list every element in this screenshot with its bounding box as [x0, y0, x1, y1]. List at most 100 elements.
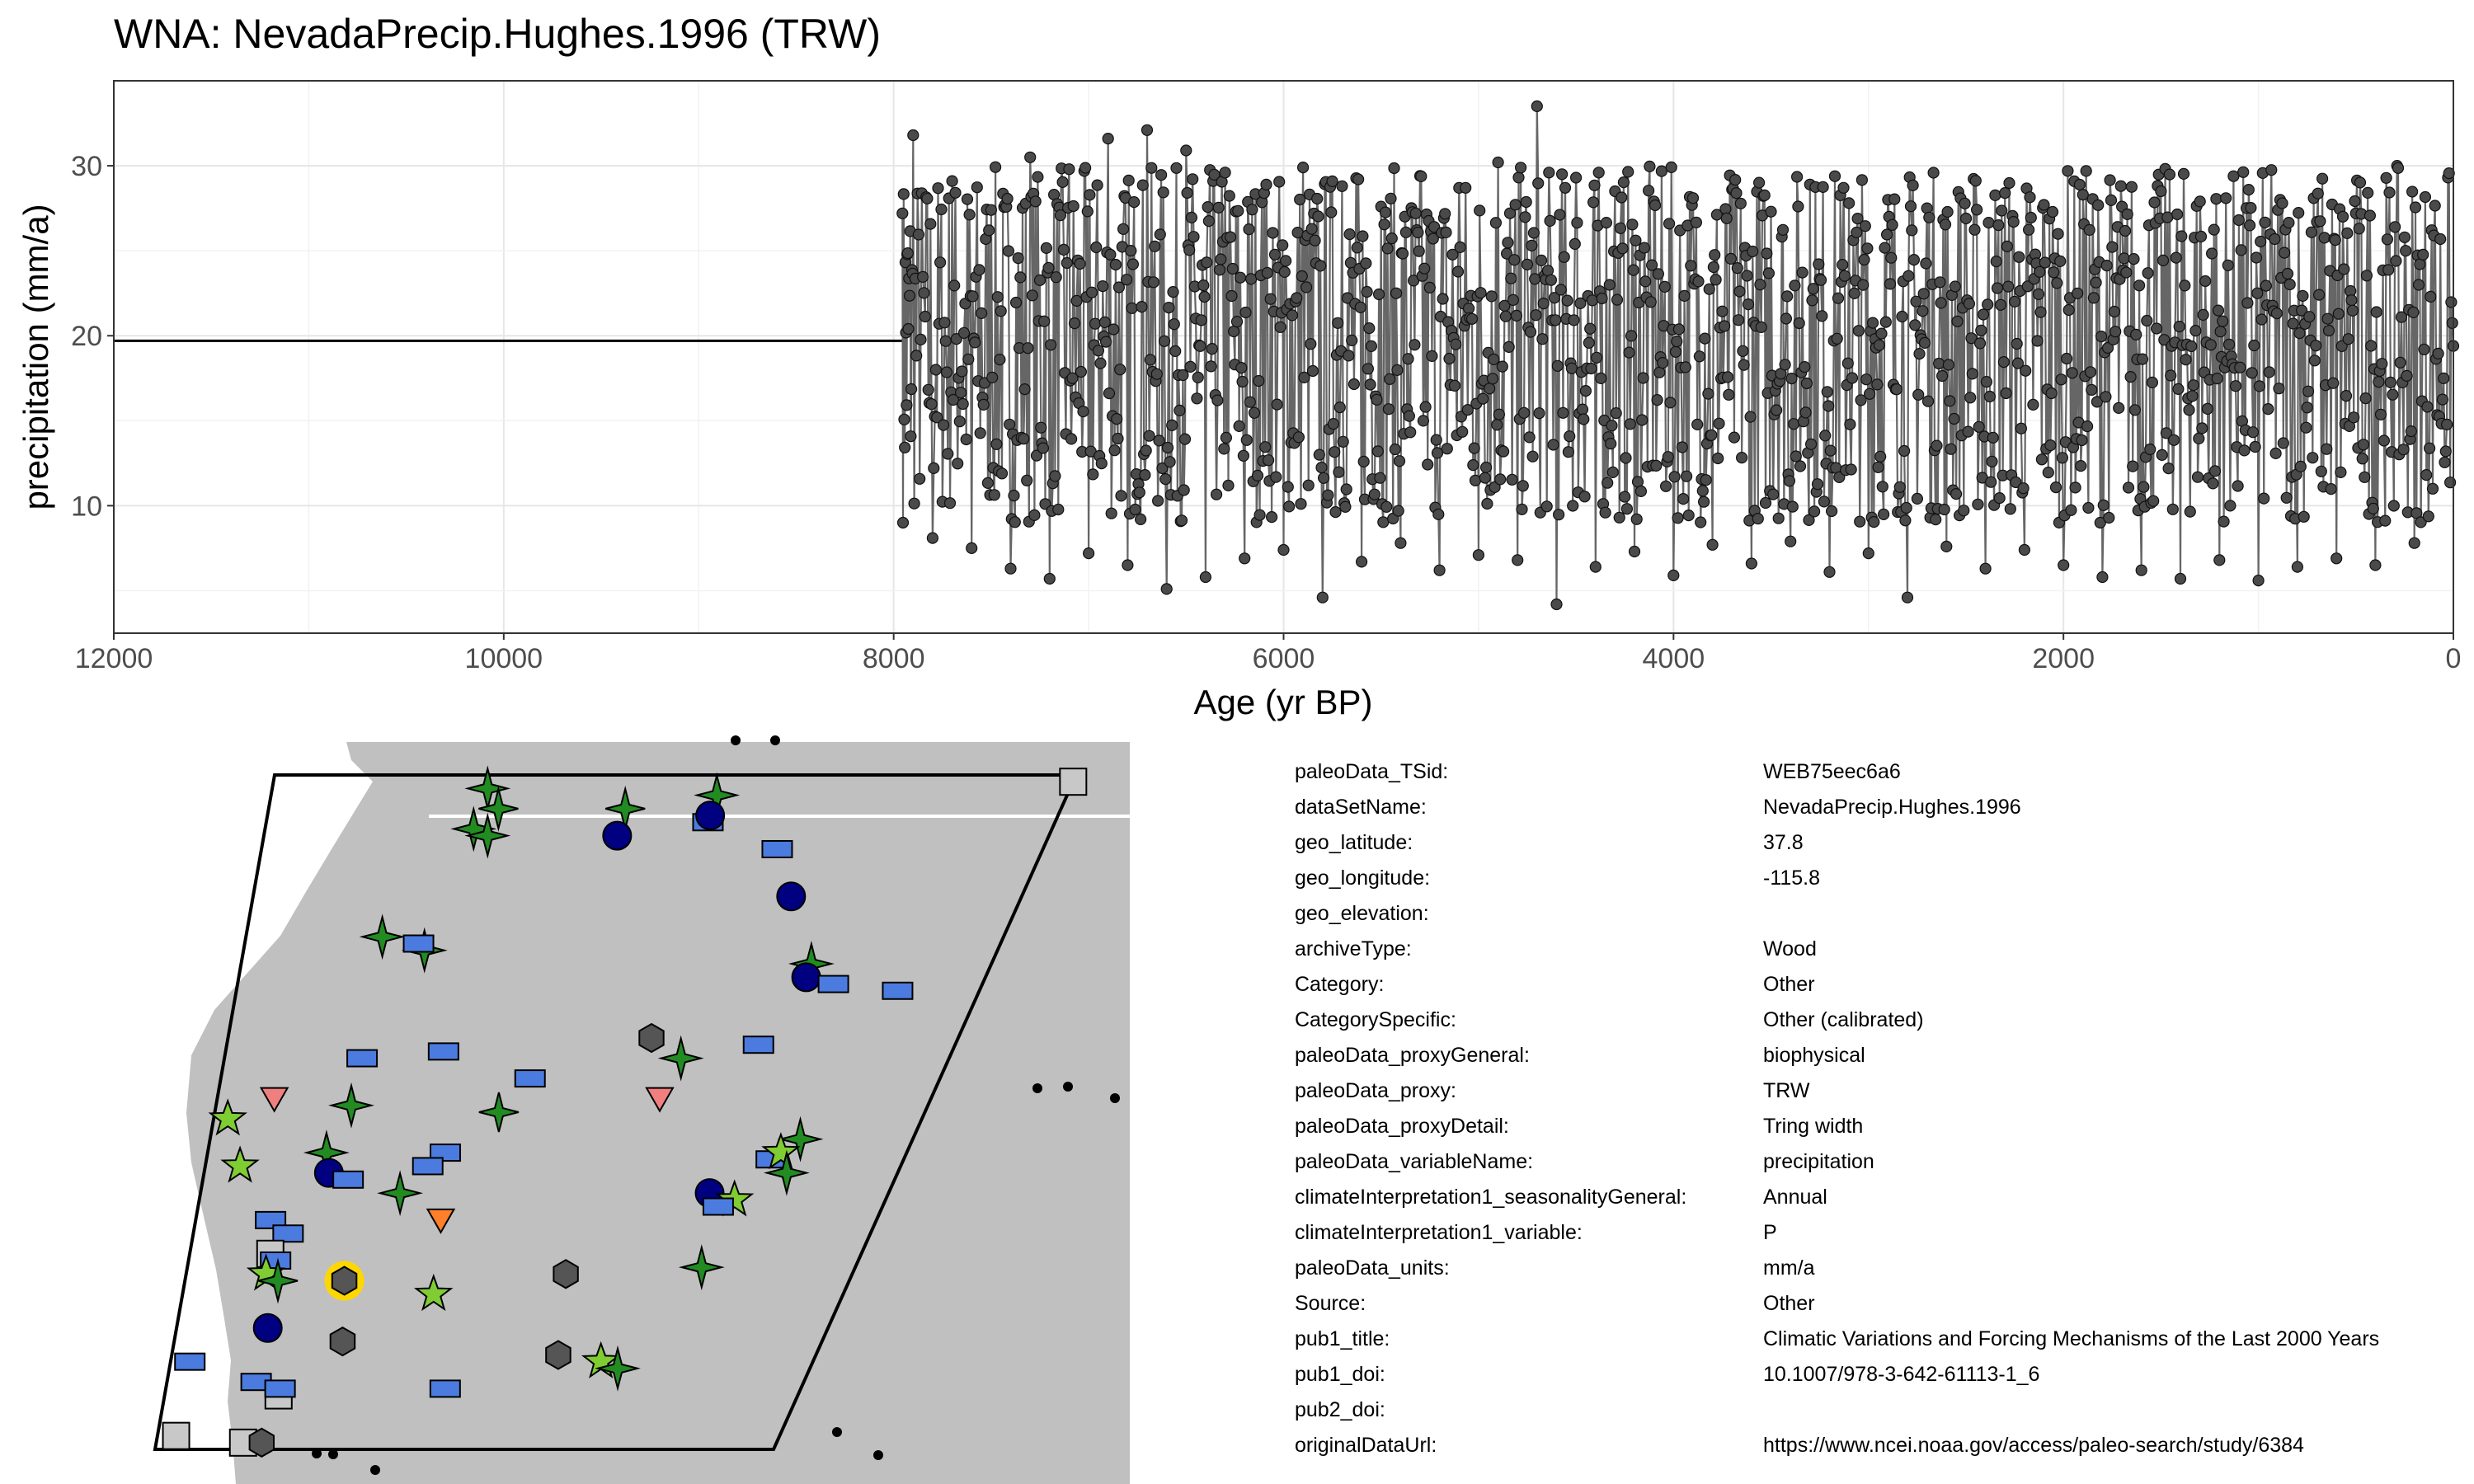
data-point	[1479, 461, 1493, 474]
data-point	[2310, 340, 2322, 352]
data-point	[1737, 345, 1749, 357]
data-point	[2389, 221, 2401, 233]
data-point	[1018, 433, 1030, 445]
data-point	[1439, 208, 1451, 220]
data-point	[1104, 248, 1117, 261]
data-point	[1569, 171, 1583, 184]
data-point	[1002, 245, 1015, 257]
data-point	[1136, 179, 1149, 191]
data-point	[1734, 197, 1747, 209]
data-point	[1949, 280, 1961, 293]
site-marker-star4	[450, 805, 497, 852]
data-point	[1396, 247, 1409, 260]
data-point	[1672, 512, 1684, 524]
data-point	[2114, 180, 2127, 192]
data-point	[1927, 167, 1940, 179]
site-marker-hexagon	[545, 1340, 571, 1370]
data-point	[1437, 293, 1449, 305]
data-point	[1491, 419, 1503, 431]
data-point	[1120, 274, 1133, 286]
data-point	[1993, 491, 2006, 505]
data-point	[1890, 383, 1903, 396]
data-point	[1234, 271, 1247, 284]
data-point	[1934, 276, 1946, 289]
data-point	[2374, 408, 2387, 420]
data-point	[1614, 222, 1627, 234]
x-tick-label: 0	[2446, 643, 2462, 674]
chart-title: WNA: NevadaPrecip.Hughes.1996 (TRW)	[114, 11, 881, 57]
data-point	[1627, 264, 1639, 276]
data-point	[1765, 205, 1777, 218]
data-point	[1639, 275, 1652, 288]
site-marker-rect	[427, 1042, 459, 1061]
data-point	[2313, 289, 2326, 301]
data-point	[1975, 324, 1987, 336]
metadata-key: paleoData_proxyGeneral:	[1295, 1044, 1530, 1067]
data-point	[2018, 543, 2030, 556]
data-point	[1652, 268, 1665, 280]
site-marker-star5	[208, 1098, 247, 1136]
data-point	[1206, 343, 1218, 355]
data-point	[1377, 516, 1390, 528]
data-point	[2204, 339, 2217, 351]
data-point	[1081, 205, 1094, 218]
data-point	[1824, 444, 1837, 457]
x-tick-label: 8000	[863, 643, 925, 674]
metadata-key: dataSetName:	[1295, 796, 1427, 819]
data-point	[1982, 298, 1994, 311]
data-point	[1427, 221, 1441, 233]
data-point	[1505, 272, 1517, 284]
data-point	[1530, 309, 1542, 322]
data-point	[1686, 192, 1700, 204]
data-point	[1664, 397, 1677, 409]
data-point	[1075, 365, 1088, 378]
data-point	[1368, 488, 1380, 500]
data-point	[1057, 243, 1070, 256]
data-point	[1440, 226, 1452, 238]
metadata-key: CategorySpecific:	[1295, 1008, 1456, 1031]
data-point	[1340, 483, 1352, 495]
site-marker-star4	[257, 1257, 299, 1304]
data-point	[1413, 245, 1425, 257]
data-point	[2082, 501, 2095, 514]
data-point	[896, 207, 909, 219]
data-point	[1339, 500, 1352, 513]
data-point	[1650, 459, 1663, 472]
offmap-site-dots	[312, 735, 1120, 1475]
data-point	[1309, 234, 1321, 247]
site-marker-star4	[657, 1035, 704, 1082]
metadata-value: Wood	[1763, 937, 1817, 960]
data-point	[1620, 452, 1632, 464]
data-point	[1733, 314, 1745, 326]
data-point	[1699, 332, 1711, 345]
data-point	[1999, 187, 2011, 200]
data-point	[1537, 298, 1550, 310]
data-point	[2213, 554, 2226, 566]
site-marker-circle	[791, 962, 821, 993]
data-point	[924, 218, 937, 230]
data-point	[2021, 280, 2034, 293]
data-point	[1617, 176, 1630, 189]
data-point	[1267, 227, 1279, 239]
data-point	[1644, 296, 1657, 308]
data-point	[2083, 223, 2095, 236]
data-point	[1780, 312, 1792, 325]
metadata-row: geo_elevation:	[1295, 902, 2474, 937]
data-point	[1713, 417, 1725, 430]
site-marker-rect	[430, 1144, 462, 1162]
data-point	[1091, 179, 1103, 191]
data-point	[1940, 540, 1953, 553]
data-point	[2147, 495, 2160, 507]
data-point	[1991, 282, 2004, 294]
data-point	[2224, 500, 2236, 512]
data-point	[2161, 211, 2174, 223]
data-point	[1065, 433, 1078, 445]
data-point	[1502, 237, 1514, 249]
data-point	[2248, 339, 2260, 352]
data-point	[2172, 383, 2185, 395]
data-point	[2382, 264, 2395, 276]
data-point	[2174, 572, 2187, 585]
data-point	[1232, 204, 1244, 217]
data-point	[1958, 505, 1970, 517]
data-point	[2229, 380, 2242, 392]
